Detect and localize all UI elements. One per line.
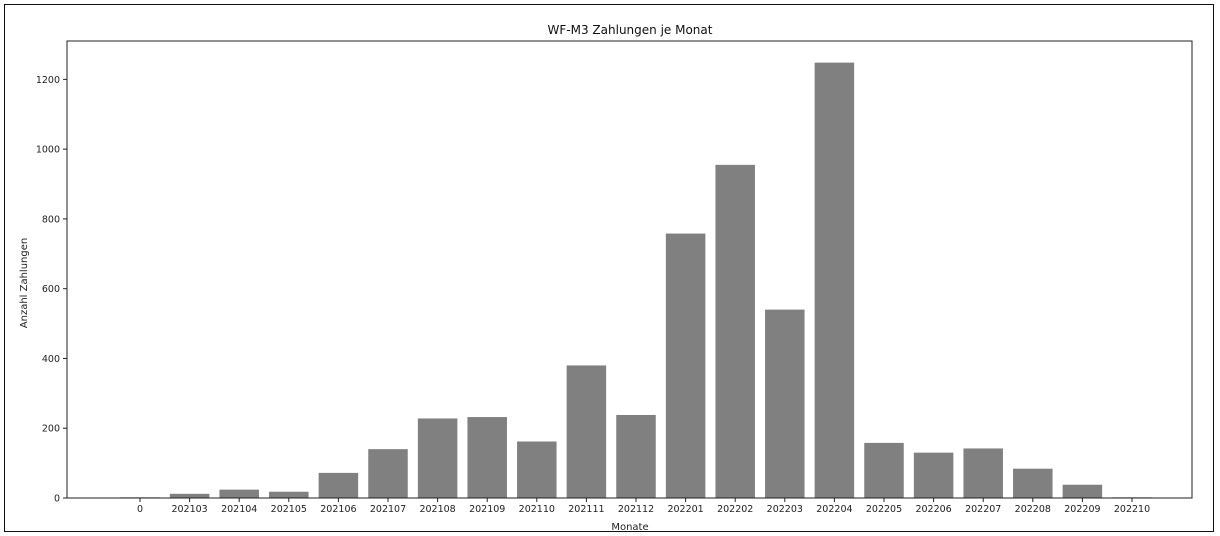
x-tick-label-202208: 202208 xyxy=(1015,504,1051,515)
x-tick-label-202104: 202104 xyxy=(221,504,257,515)
x-tick-label-202210: 202210 xyxy=(1114,504,1150,515)
bar-202207 xyxy=(963,448,1003,498)
y-tick-label-1000: 1000 xyxy=(36,145,60,156)
y-tick-label-600: 600 xyxy=(42,284,60,295)
bar-202105 xyxy=(269,491,309,498)
y-tick-label-800: 800 xyxy=(42,214,60,225)
bar-202106 xyxy=(318,472,359,498)
x-tick-label-202111: 202111 xyxy=(568,504,604,515)
x-tick-label-202202: 202202 xyxy=(717,504,753,515)
bar-202110 xyxy=(517,441,557,498)
x-tick-label-202206: 202206 xyxy=(915,504,951,515)
x-tick-label-202105: 202105 xyxy=(271,504,307,515)
bar-202201 xyxy=(665,233,706,498)
x-tick-label-202203: 202203 xyxy=(767,504,803,515)
chart-frame xyxy=(4,4,1214,532)
bar-202202 xyxy=(715,164,755,498)
bar-202206 xyxy=(913,452,954,498)
y-tick-label-1200: 1200 xyxy=(36,75,60,86)
bar-202112 xyxy=(616,414,656,498)
x-tick-label-202106: 202106 xyxy=(320,504,356,515)
bar-202204 xyxy=(814,62,855,498)
x-tick-label-202112: 202112 xyxy=(618,504,654,515)
bar-202103 xyxy=(169,493,210,498)
chart-title: WF-M3 Zahlungen je Monat xyxy=(548,23,713,37)
x-tick-label-202204: 202204 xyxy=(816,504,852,515)
plot-area: 0 202103 202104 202105 202106 202107 202108 202… xyxy=(36,40,1193,515)
y-axis-label: Anzahl Zahlungen xyxy=(19,238,30,328)
y-tick-label-0: 0 xyxy=(54,494,60,505)
bar-202208 xyxy=(1013,468,1053,498)
bar-202108 xyxy=(417,418,458,498)
x-tick-label-202110: 202110 xyxy=(519,504,555,515)
y-tick-label-200: 200 xyxy=(42,424,60,435)
x-tick-label-202103: 202103 xyxy=(171,504,207,515)
x-tick-label-202109: 202109 xyxy=(469,504,505,515)
bar-202203 xyxy=(765,309,805,498)
x-tick-label-202205: 202205 xyxy=(866,504,902,515)
bar-202104 xyxy=(219,489,259,498)
bar-202111 xyxy=(566,365,607,498)
y-tick-label-400: 400 xyxy=(42,354,60,365)
x-tick-label-202108: 202108 xyxy=(419,504,455,515)
plot-frame xyxy=(66,40,1193,499)
x-tick-label-202207: 202207 xyxy=(965,504,1001,515)
x-axis-label: Monate xyxy=(611,522,648,533)
x-tick-label-202201: 202201 xyxy=(667,504,703,515)
bar-202209 xyxy=(1062,484,1103,498)
bar-202109 xyxy=(467,417,507,498)
x-tick-label-0: 0 xyxy=(137,504,143,515)
x-tick-label-202107: 202107 xyxy=(370,504,406,515)
x-tick-label-202209: 202209 xyxy=(1064,504,1100,515)
bar-202205 xyxy=(864,442,904,498)
bar-202107 xyxy=(368,449,408,498)
